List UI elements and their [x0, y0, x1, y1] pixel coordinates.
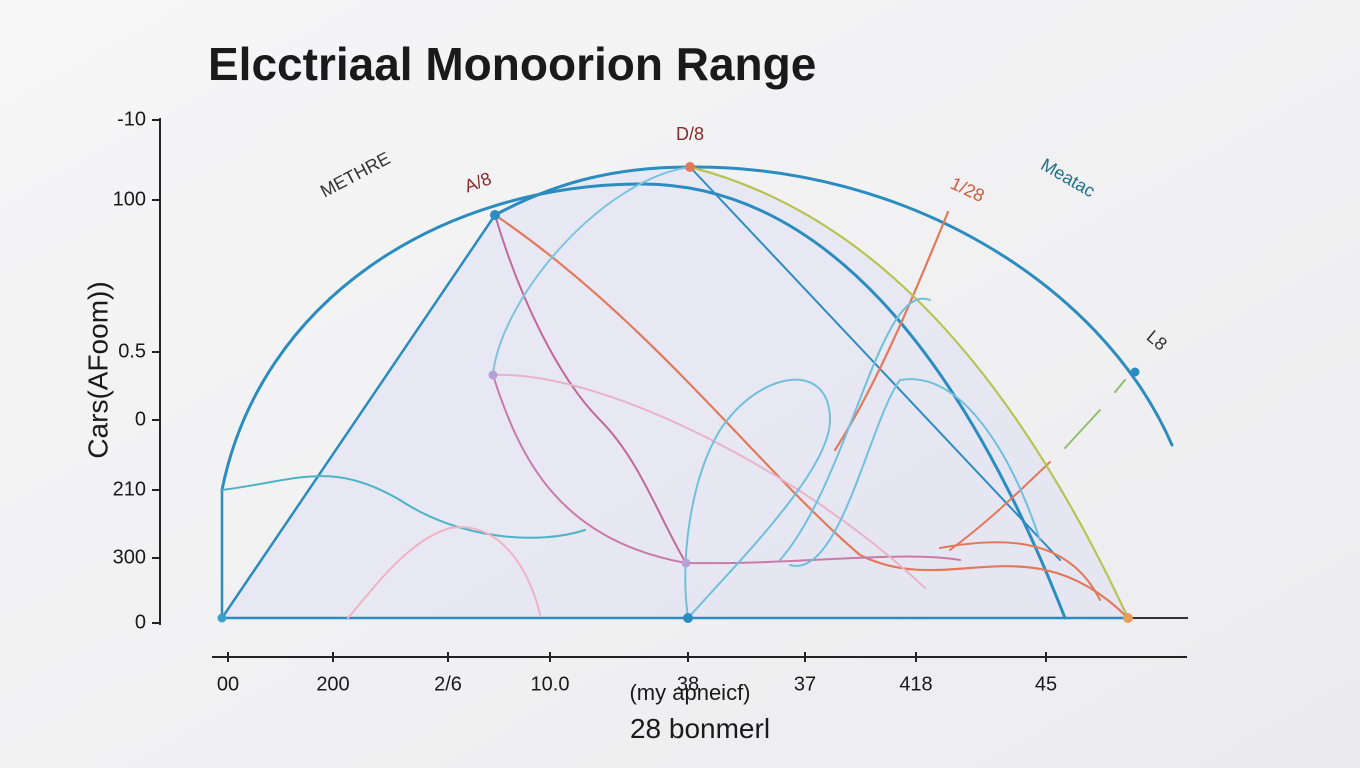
- x-tick-label: 2/6: [434, 673, 462, 695]
- dot: [217, 613, 227, 623]
- x-tick-label: 200: [316, 673, 349, 695]
- dot: [683, 613, 693, 623]
- shaded-area: [222, 167, 1128, 618]
- dot: [681, 558, 691, 568]
- x-tick-label: 00: [217, 673, 239, 695]
- x-tick-label: 45: [1035, 673, 1057, 695]
- curve: [492, 373, 926, 589]
- y-tick-label: 210: [113, 478, 146, 500]
- x-tick-label: 418: [899, 673, 932, 695]
- curve: [779, 297, 931, 561]
- dots: [217, 162, 1140, 623]
- curve: [492, 166, 691, 376]
- curve: [220, 213, 497, 620]
- x-tick-label: 38: [677, 673, 699, 695]
- x-axis-label: (my apneicf): [629, 680, 750, 705]
- dot: [1130, 367, 1140, 377]
- y-tick-label: 100: [113, 188, 146, 210]
- dot: [488, 370, 498, 380]
- dot: [490, 210, 500, 220]
- chart-title: Elcctriaal Monoorion Range: [208, 38, 816, 90]
- dot: [685, 162, 695, 172]
- curve: [939, 541, 1101, 601]
- annotation: D/8: [676, 124, 704, 144]
- y-tick-label: 300: [113, 546, 146, 568]
- x-tick-label: 37: [794, 673, 816, 695]
- x-tick-label: 10.0: [531, 673, 570, 695]
- curve: [789, 378, 1041, 567]
- y-tick-label: -10: [117, 108, 146, 130]
- curve: [494, 214, 687, 564]
- curve: [347, 526, 541, 619]
- y-tick-label: 0: [135, 408, 146, 430]
- x-axis-sublabel: 28 bonmerl: [630, 713, 770, 744]
- curve: [949, 461, 1051, 551]
- curve: [688, 165, 1130, 620]
- y-tick-label: 0.5: [118, 340, 146, 362]
- y-tick-label: 0: [135, 611, 146, 633]
- y-axis-label: Cars(AFoom)): [82, 281, 113, 458]
- dot: [1123, 613, 1133, 623]
- curve: [684, 378, 832, 619]
- curve: [221, 475, 586, 539]
- curve: [493, 213, 1130, 620]
- curve: [1064, 379, 1126, 449]
- curve: [493, 165, 1174, 447]
